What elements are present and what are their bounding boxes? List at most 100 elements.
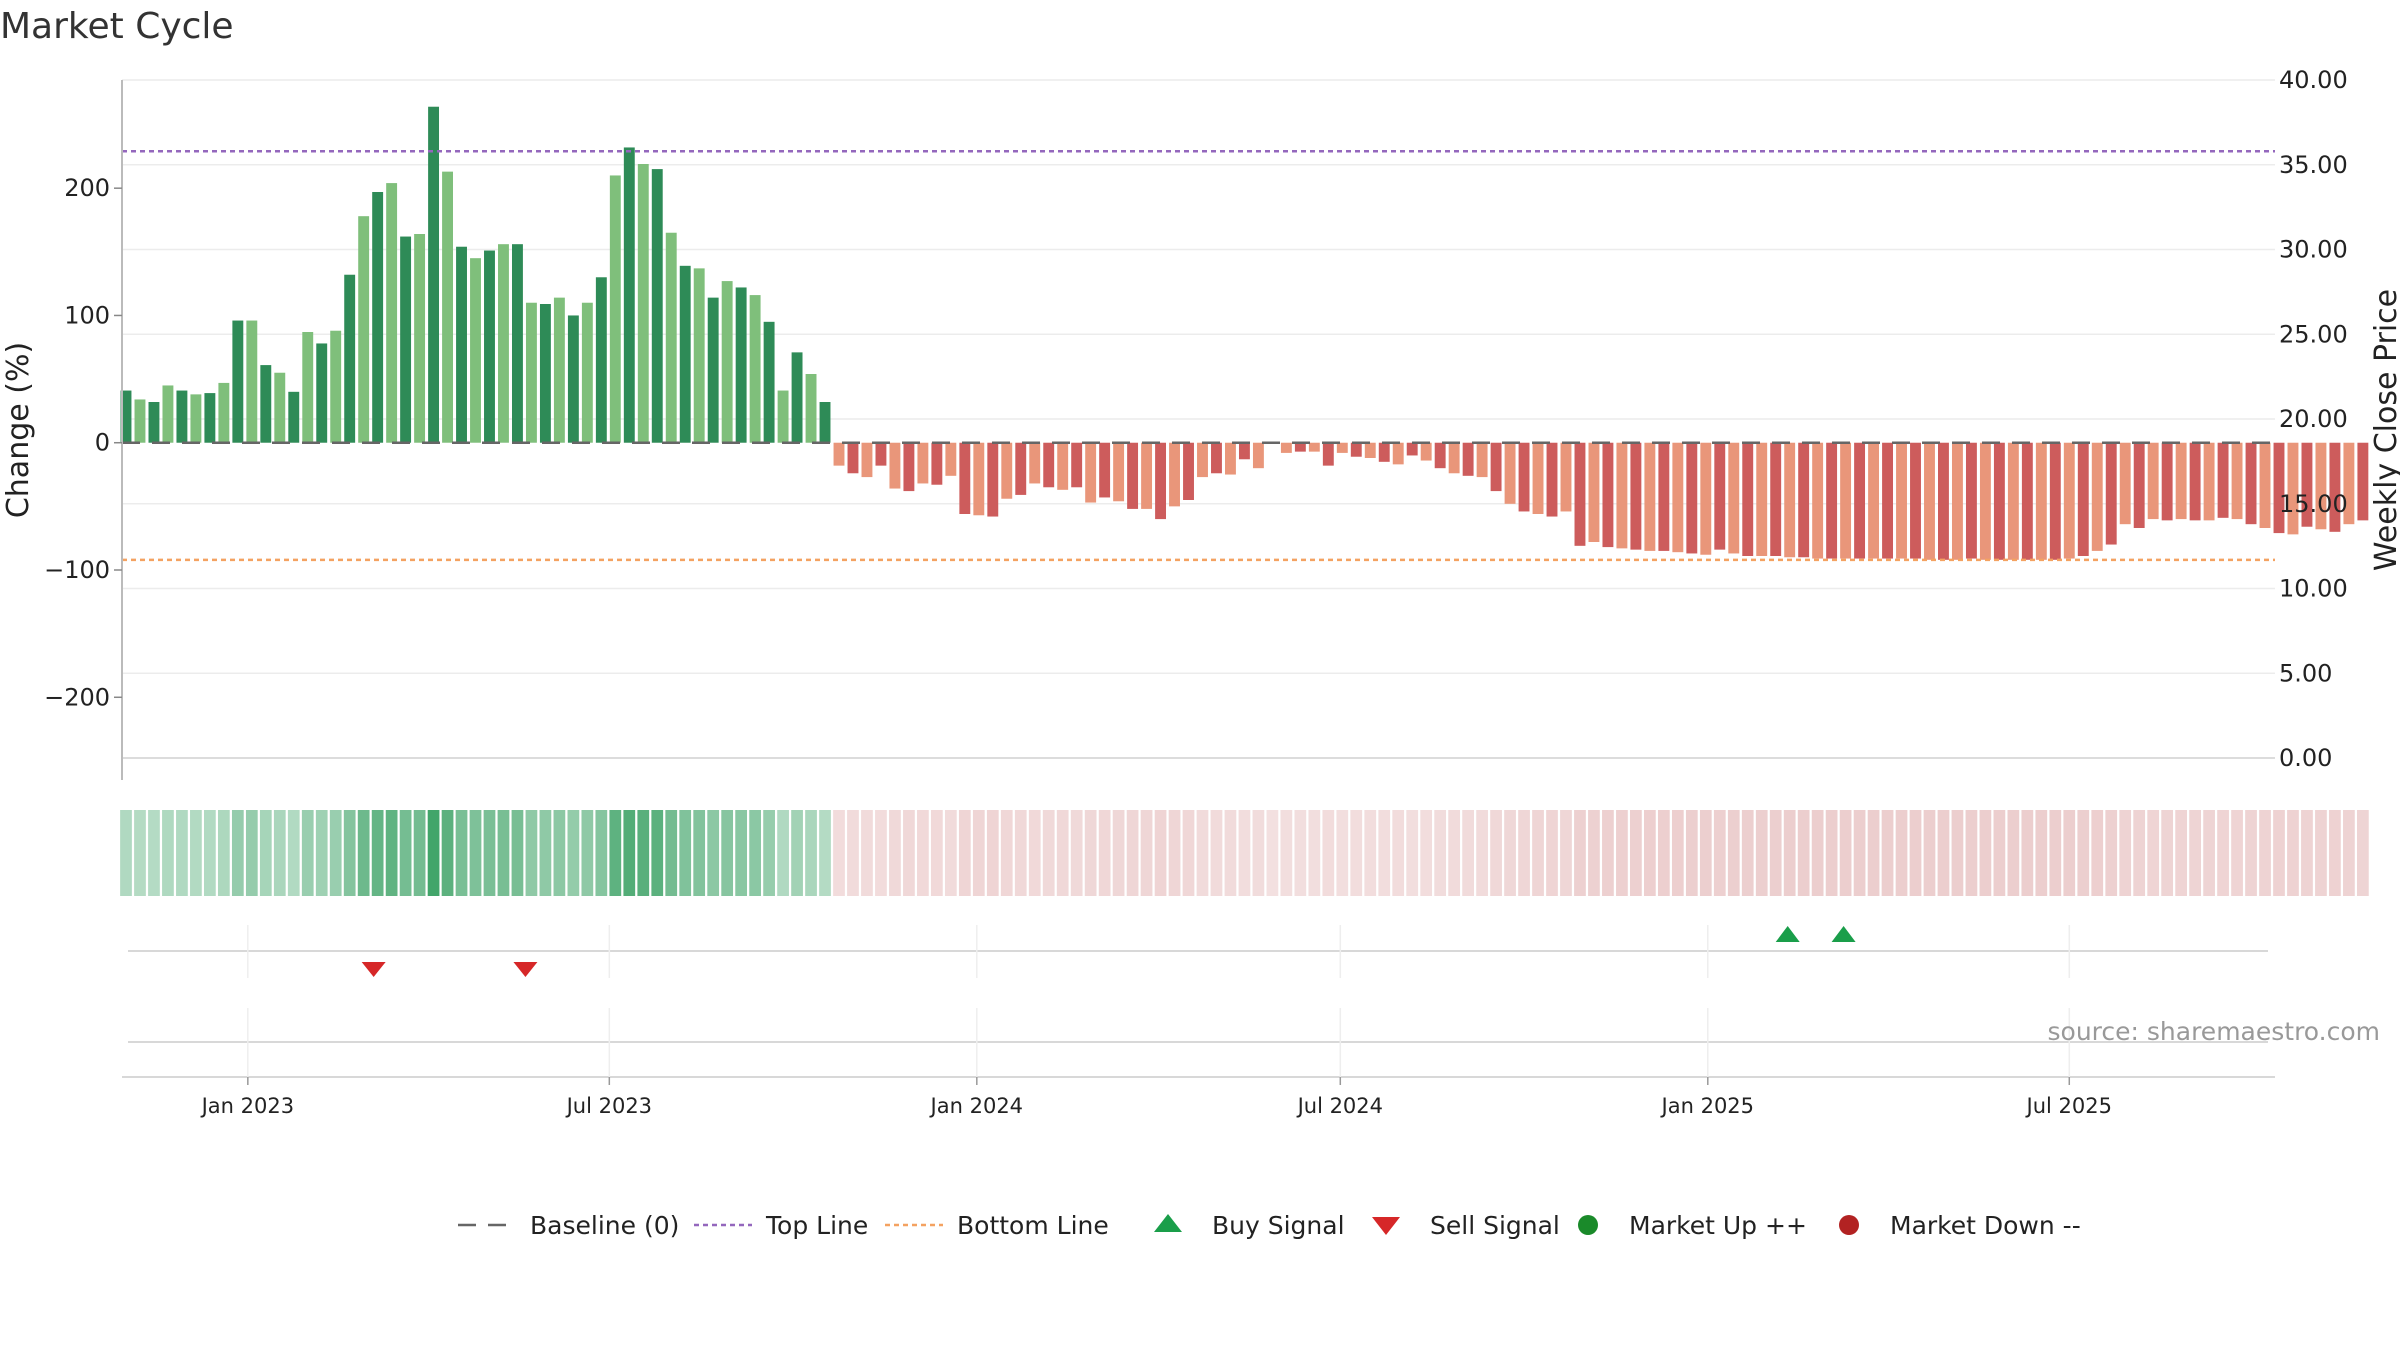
y-left-tick-label: 100: [64, 301, 110, 329]
heat-cell: [2021, 810, 2034, 896]
heat-cell: [1210, 810, 1223, 896]
heat-cell: [1490, 810, 1502, 896]
bar: [344, 274, 356, 443]
bar: [1252, 442, 1264, 469]
heat-cell: [679, 810, 692, 896]
bar: [1882, 442, 1893, 559]
heat-cell: [2007, 810, 2020, 896]
heat-cell: [217, 810, 230, 896]
heat-cell: [2147, 810, 2160, 896]
bar: [1141, 442, 1153, 509]
bar: [1043, 442, 1055, 488]
bar: [456, 246, 467, 443]
heat-cell: [539, 810, 552, 896]
bar: [651, 169, 663, 443]
heat-cell: [511, 810, 524, 896]
heat-cell: [176, 810, 188, 896]
heat-cell: [301, 810, 314, 896]
heat-cell: [791, 810, 803, 896]
bar: [1840, 442, 1852, 559]
legend-label: Bottom Line: [957, 1211, 1109, 1240]
heat-cell: [120, 810, 132, 896]
bar: [2343, 442, 2355, 525]
heat-cell: [2049, 810, 2062, 896]
bar: [1127, 442, 1139, 509]
bar: [176, 390, 188, 443]
bar: [679, 265, 691, 443]
y-right-tick-label: 30.00: [2279, 236, 2348, 264]
heat-cell: [1196, 810, 1209, 896]
heat-cell: [427, 810, 440, 896]
heat-cell: [385, 810, 398, 896]
y-left-tick-label: 200: [64, 174, 110, 202]
bar: [190, 394, 202, 443]
bar: [2245, 442, 2257, 525]
heat-cell: [2245, 810, 2257, 896]
heat-cell: [2357, 810, 2369, 896]
heat-cell: [651, 810, 664, 896]
heat-cell: [1853, 810, 1866, 896]
heat-cell: [1266, 810, 1279, 896]
heat-cell: [1126, 810, 1139, 896]
bar: [1560, 442, 1572, 512]
bar: [1644, 442, 1656, 551]
heat-cell: [1951, 810, 1964, 896]
heat-cell: [525, 810, 538, 896]
heat-cell: [2105, 810, 2118, 896]
heat-cell: [1993, 810, 2006, 896]
bar: [861, 442, 873, 478]
x-tick-label: Jul 2025: [2025, 1094, 2112, 1118]
bar: [1280, 442, 1292, 453]
heat-cell: [1350, 810, 1363, 896]
legend-label: Market Up ++: [1629, 1211, 1807, 1240]
bar: [595, 277, 607, 443]
bar: [1476, 442, 1488, 478]
bar: [1784, 442, 1796, 558]
heat-cell: [735, 810, 748, 896]
heat-cell: [930, 810, 943, 896]
heat-cell: [889, 810, 901, 896]
bar: [665, 232, 677, 443]
y-right-tick-label: 25.00: [2279, 320, 2348, 348]
heat-cell: [1028, 810, 1041, 896]
bar: [987, 442, 999, 517]
y-axis-right-label: Weekly Close Price: [2369, 289, 2400, 571]
bar: [567, 315, 579, 443]
heat-cell: [553, 810, 566, 896]
heat-cell: [1042, 810, 1055, 896]
heat-cell: [903, 810, 915, 896]
bar: [1742, 442, 1754, 556]
y-right-tick-label: 0.00: [2279, 744, 2332, 772]
bar: [1686, 442, 1698, 554]
bar: [1714, 442, 1726, 550]
bar: [1896, 442, 1907, 559]
legend-buy-swatch: [1154, 1214, 1182, 1232]
heat-strip: [120, 810, 2369, 896]
heat-cell: [1783, 810, 1796, 896]
legend-up-swatch: [1578, 1215, 1598, 1235]
bar: [1378, 442, 1390, 462]
heat-cell: [273, 810, 286, 896]
bar: [1490, 442, 1502, 492]
legend-label: Market Down --: [1890, 1211, 2081, 1240]
heat-cell: [1937, 810, 1950, 896]
y-left-tick-label: 0: [95, 429, 110, 457]
y-axis-left-label: Change (%): [1, 342, 36, 518]
bar: [889, 442, 901, 489]
heat-cell: [1000, 810, 1013, 896]
bar: [707, 297, 719, 443]
bar: [148, 402, 160, 443]
heat-cell: [287, 810, 300, 896]
heat-cell: [819, 810, 831, 896]
bar: [2105, 442, 2117, 545]
bar: [2077, 442, 2089, 556]
source-note: source: sharemaestro.com: [2048, 1017, 2381, 1046]
bar: [1238, 442, 1250, 460]
bar: [1085, 442, 1097, 503]
bar: [232, 320, 244, 443]
heat-cell: [1909, 810, 1922, 896]
y-right-tick-label: 5.00: [2279, 659, 2332, 687]
heat-cell: [1699, 810, 1712, 896]
heat-cell: [2301, 810, 2313, 896]
heat-cell: [1671, 810, 1684, 896]
